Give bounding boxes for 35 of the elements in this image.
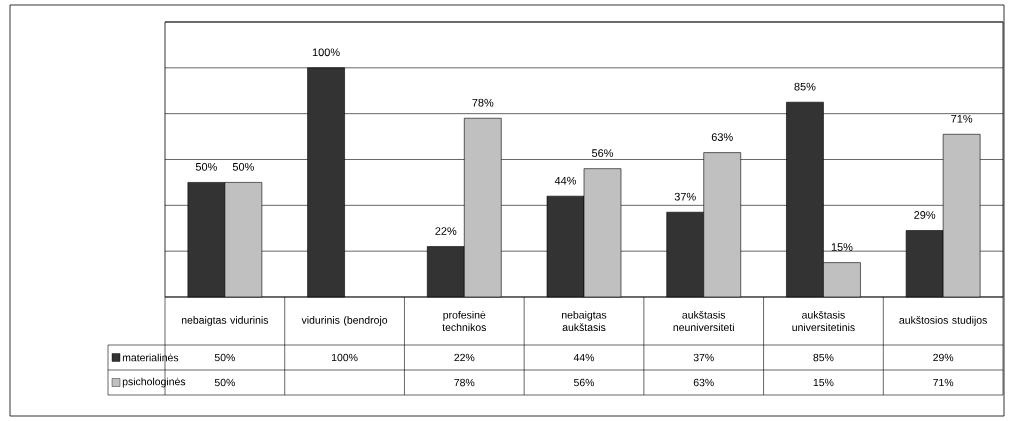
data-label: 85% bbox=[813, 353, 834, 362]
data-label: 22% bbox=[454, 353, 475, 362]
x-tick-label: aukštasis neuniversiteti bbox=[673, 310, 734, 332]
text: 63% bbox=[711, 133, 733, 141]
text: 22% bbox=[435, 227, 457, 235]
data-label: 78% bbox=[454, 378, 475, 387]
text: 50% bbox=[195, 162, 217, 171]
text: 15% bbox=[831, 243, 853, 251]
text: 29% bbox=[914, 211, 936, 219]
text: 71% bbox=[951, 114, 973, 123]
text: 85% bbox=[794, 82, 816, 91]
x-tick-label: vidurinis (bendrojo bbox=[301, 316, 388, 326]
data-label: 37% bbox=[693, 353, 714, 362]
legend-label: materialinės bbox=[122, 353, 179, 362]
data-label: 56% bbox=[573, 378, 595, 387]
text: 50% bbox=[232, 162, 254, 171]
data-label: 63% bbox=[693, 378, 714, 387]
x-tick-label: aukštasis universitetinis bbox=[792, 310, 855, 332]
x-tick-label: nebaigtas aukštasis bbox=[562, 310, 607, 332]
data-label: 50% bbox=[214, 378, 235, 387]
data-label: 71% bbox=[933, 378, 954, 387]
legend-label: psichologinės bbox=[122, 377, 186, 388]
data-label: 29% bbox=[933, 353, 954, 362]
x-tick-label: profesinė technikos bbox=[442, 310, 486, 332]
data-label: 15% bbox=[813, 378, 834, 387]
x-tick-label: aukštosios studijos bbox=[899, 316, 987, 326]
text: 56% bbox=[591, 149, 614, 157]
x-tick-label: nebaigtas vidurinis bbox=[181, 316, 269, 326]
data-label: 100% bbox=[331, 353, 358, 362]
data-label: 44% bbox=[573, 353, 595, 362]
text: 44% bbox=[554, 176, 577, 185]
data-label: 50% bbox=[214, 353, 235, 362]
text: 78% bbox=[472, 98, 494, 107]
text: 100% bbox=[312, 48, 340, 57]
text: 37% bbox=[674, 192, 696, 201]
